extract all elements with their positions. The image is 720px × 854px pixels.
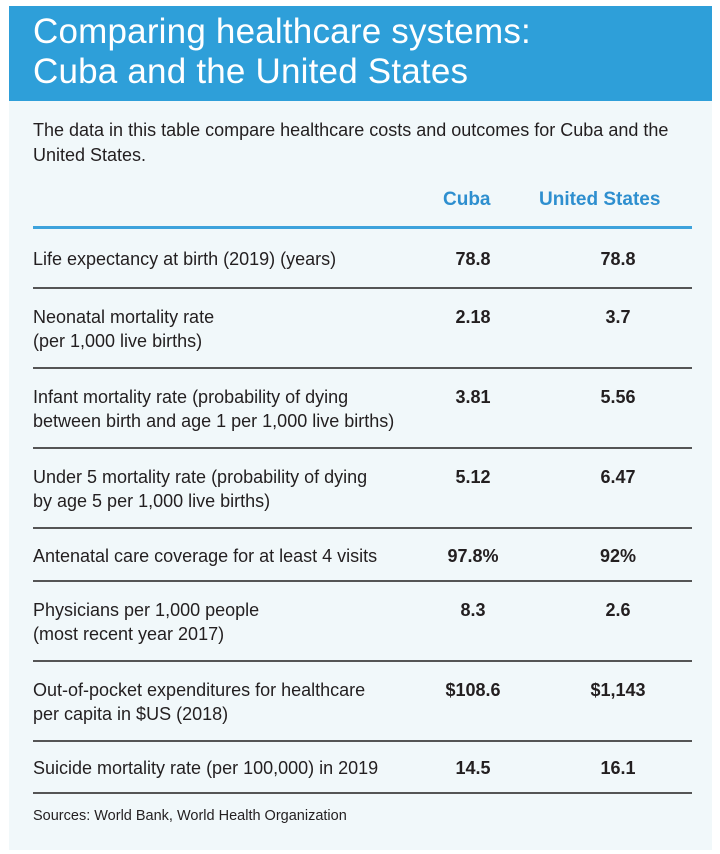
us-value: 16.1: [600, 758, 636, 778]
us-value: 92%: [599, 545, 637, 566]
row-label-line: per capita in $US (2018): [33, 704, 229, 724]
cuba-value: 8.3: [460, 600, 486, 620]
title-banner: Comparing healthcare systems: Cuba and t…: [9, 6, 712, 101]
row-label: Physicians per 1,000 people (most recent …: [33, 598, 453, 646]
row-label-line: by age 5 per 1,000 live births): [33, 491, 271, 511]
cuba-value: 5.12: [455, 467, 491, 487]
row-label-line: (most recent year 2017): [33, 624, 225, 644]
column-header-cuba: Cuba: [443, 189, 491, 210]
infographic-panel: Comparing healthcare systems: Cuba and t…: [9, 6, 712, 850]
cuba-value: 78.8: [455, 249, 491, 269]
row-label: Antenatal care coverage for at least 4 v…: [33, 544, 453, 568]
intro-text: The data in this table compare healthcar…: [33, 120, 669, 165]
table-row: Under 5 mortality rate (probability of d…: [33, 449, 692, 529]
table-row: Antenatal care coverage for at least 4 v…: [33, 529, 692, 582]
row-label-line: Infant mortality rate (probability of dy…: [33, 387, 349, 407]
cuba-value: 97.8%: [447, 545, 499, 566]
row-label-line: Life expectancy at birth (2019) (years): [33, 249, 337, 269]
title-line-1: Comparing healthcare systems:: [33, 12, 531, 51]
table-row: Out-of-pocket expenditures for healthcar…: [33, 662, 692, 742]
row-label-line: Physicians per 1,000 people: [33, 600, 260, 620]
row-label-line: between birth and age 1 per 1,000 live b…: [33, 411, 395, 431]
row-label-line: Under 5 mortality rate (probability of d…: [33, 467, 368, 487]
row-label: Infant mortality rate (probability of dy…: [33, 385, 453, 433]
us-value: 2.6: [605, 600, 631, 620]
us-value: 78.8: [600, 249, 636, 269]
us-value: $1,143: [590, 680, 646, 700]
us-value: 5.56: [600, 387, 636, 407]
row-label: Under 5 mortality rate (probability of d…: [33, 465, 453, 513]
sources-note: Sources: World Bank, World Health Organi…: [33, 808, 347, 824]
row-label-line: Suicide mortality rate (per 100,000) in …: [33, 758, 379, 778]
cuba-value: 3.81: [455, 387, 491, 407]
row-label: Life expectancy at birth (2019) (years): [33, 247, 453, 271]
cuba-value: 2.18: [455, 307, 491, 327]
table-row: Neonatal mortality rate (per 1,000 live b…: [33, 289, 692, 369]
row-label-line: (per 1,000 live births): [33, 331, 203, 351]
row-label: Out-of-pocket expenditures for healthcar…: [33, 678, 453, 726]
table-row: Infant mortality rate (probability of dy…: [33, 369, 692, 449]
header-divider: [33, 226, 692, 229]
row-label-line: Out-of-pocket expenditures for healthcar…: [33, 680, 366, 700]
cuba-value: 14.5: [455, 758, 491, 778]
us-value: 6.47: [600, 467, 636, 487]
table-row: Physicians per 1,000 people (most recent …: [33, 582, 692, 662]
us-value: 3.7: [605, 307, 631, 327]
row-label: Neonatal mortality rate (per 1,000 live b…: [33, 305, 453, 353]
table-row: Suicide mortality rate (per 100,000) in …: [33, 742, 692, 794]
column-header-us: United States: [539, 189, 661, 210]
row-label-line: Antenatal care coverage for at least 4 v…: [33, 545, 378, 566]
row-label: Suicide mortality rate (per 100,000) in …: [33, 756, 453, 780]
cuba-value: $108.6: [445, 680, 501, 700]
row-label-line: Neonatal mortality rate: [33, 307, 215, 327]
title-line-2: Cuba and the United States: [33, 52, 469, 91]
comparison-table: Life expectancy at birth (2019) (years) 7…: [33, 229, 692, 794]
table-row: Life expectancy at birth (2019) (years) 7…: [33, 229, 692, 289]
